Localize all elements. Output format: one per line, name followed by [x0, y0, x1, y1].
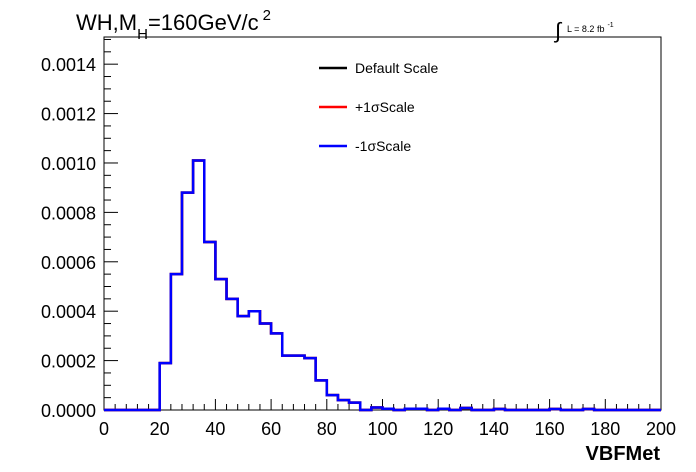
x-tick-label: 80 — [317, 419, 337, 439]
legend-label: -1σScale — [355, 138, 411, 154]
y-tick-label: 0.0010 — [41, 154, 96, 174]
x-tick-label: 140 — [479, 419, 509, 439]
series-line-2 — [104, 159, 661, 412]
series-line-1 — [104, 159, 661, 412]
x-axis: 0 20 40 60 80 100 120 140 160 180 200 — [99, 399, 676, 439]
lumi-label: L = 8.2 fb -1 — [567, 22, 614, 34]
y-tick-label: 0.0002 — [41, 352, 96, 372]
x-tick-label: 200 — [646, 419, 676, 439]
x-tick-label: 60 — [261, 419, 281, 439]
title-subscript: H — [137, 26, 148, 43]
title-superscript: 2 — [263, 7, 271, 24]
series-line-3 — [104, 159, 661, 412]
legend-label: Default Scale — [355, 60, 438, 76]
x-tick-label: 180 — [590, 419, 620, 439]
title-main: WH,M — [76, 10, 137, 35]
y-tick-label: 0.0008 — [41, 203, 96, 223]
y-tick-label: 0.0014 — [41, 55, 96, 75]
x-tick-label: 40 — [205, 419, 225, 439]
x-tick-label: 20 — [150, 419, 170, 439]
lumi-integral: ∫ — [553, 18, 563, 43]
plot-frame — [103, 36, 662, 411]
y-tick-label: 0.0012 — [41, 105, 96, 125]
histogram-lines — [104, 159, 661, 412]
x-tick-label: 100 — [367, 419, 397, 439]
x-axis-label: VBFMet — [586, 443, 661, 465]
y-axis: 0.0000 0.0002 0.0004 0.0006 0.0008 0.0010 0.00… — [41, 38, 118, 421]
lumi-superscript: -1 — [607, 22, 613, 29]
x-tick-label: 160 — [535, 419, 565, 439]
title-rest: =160GeV/c — [148, 10, 259, 35]
chart-title: WH,MH=160GeV/c 2 — [76, 7, 271, 43]
y-tick-label: 0.0004 — [41, 302, 96, 322]
y-tick-label: 0.0006 — [41, 253, 96, 273]
x-tick-label: 0 — [99, 419, 109, 439]
lumi-text: L = 8.2 fb — [567, 24, 604, 34]
legend: Default Scale +1σScale -1σScale — [319, 60, 438, 154]
y-tick-label: 0.0000 — [41, 401, 96, 421]
x-tick-label: 120 — [423, 419, 453, 439]
legend-label: +1σScale — [355, 99, 415, 115]
